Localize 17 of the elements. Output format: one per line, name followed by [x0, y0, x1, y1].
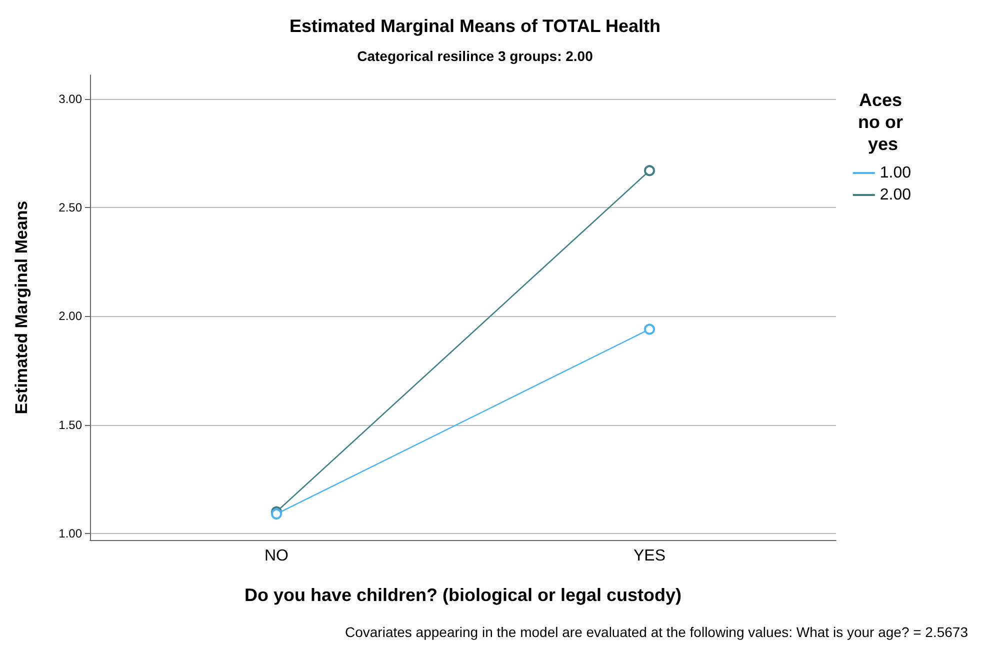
- legend-label: 2.00: [880, 186, 912, 204]
- chart-subtitle: Categorical resilince 3 groups: 2.00: [357, 48, 594, 64]
- y-tick-label: 1.00: [58, 526, 82, 540]
- y-tick-label: 2.50: [58, 200, 82, 215]
- x-axis-title: Do you have children? (biological or legal custody): [244, 585, 682, 605]
- y-tick-label: 1.50: [58, 418, 82, 432]
- y-axis-title: Estimated Marginal Means: [12, 200, 31, 414]
- x-tick-label: YES: [633, 548, 666, 564]
- point: [644, 324, 655, 335]
- legend-label: 1.00: [880, 164, 912, 182]
- y-tick-label: 2.00: [58, 309, 82, 324]
- point: [644, 165, 655, 176]
- y-tick-label: 3.00: [58, 92, 82, 106]
- legend-title: Aces no or yes: [858, 90, 908, 154]
- chart-title: Estimated Marginal Means of TOTAL Health: [289, 16, 661, 36]
- x-tick-label: NO: [264, 548, 288, 564]
- text: Covariates appearing in the model are evaluated at the following values: What is your age? = 2.5673: [345, 624, 968, 640]
